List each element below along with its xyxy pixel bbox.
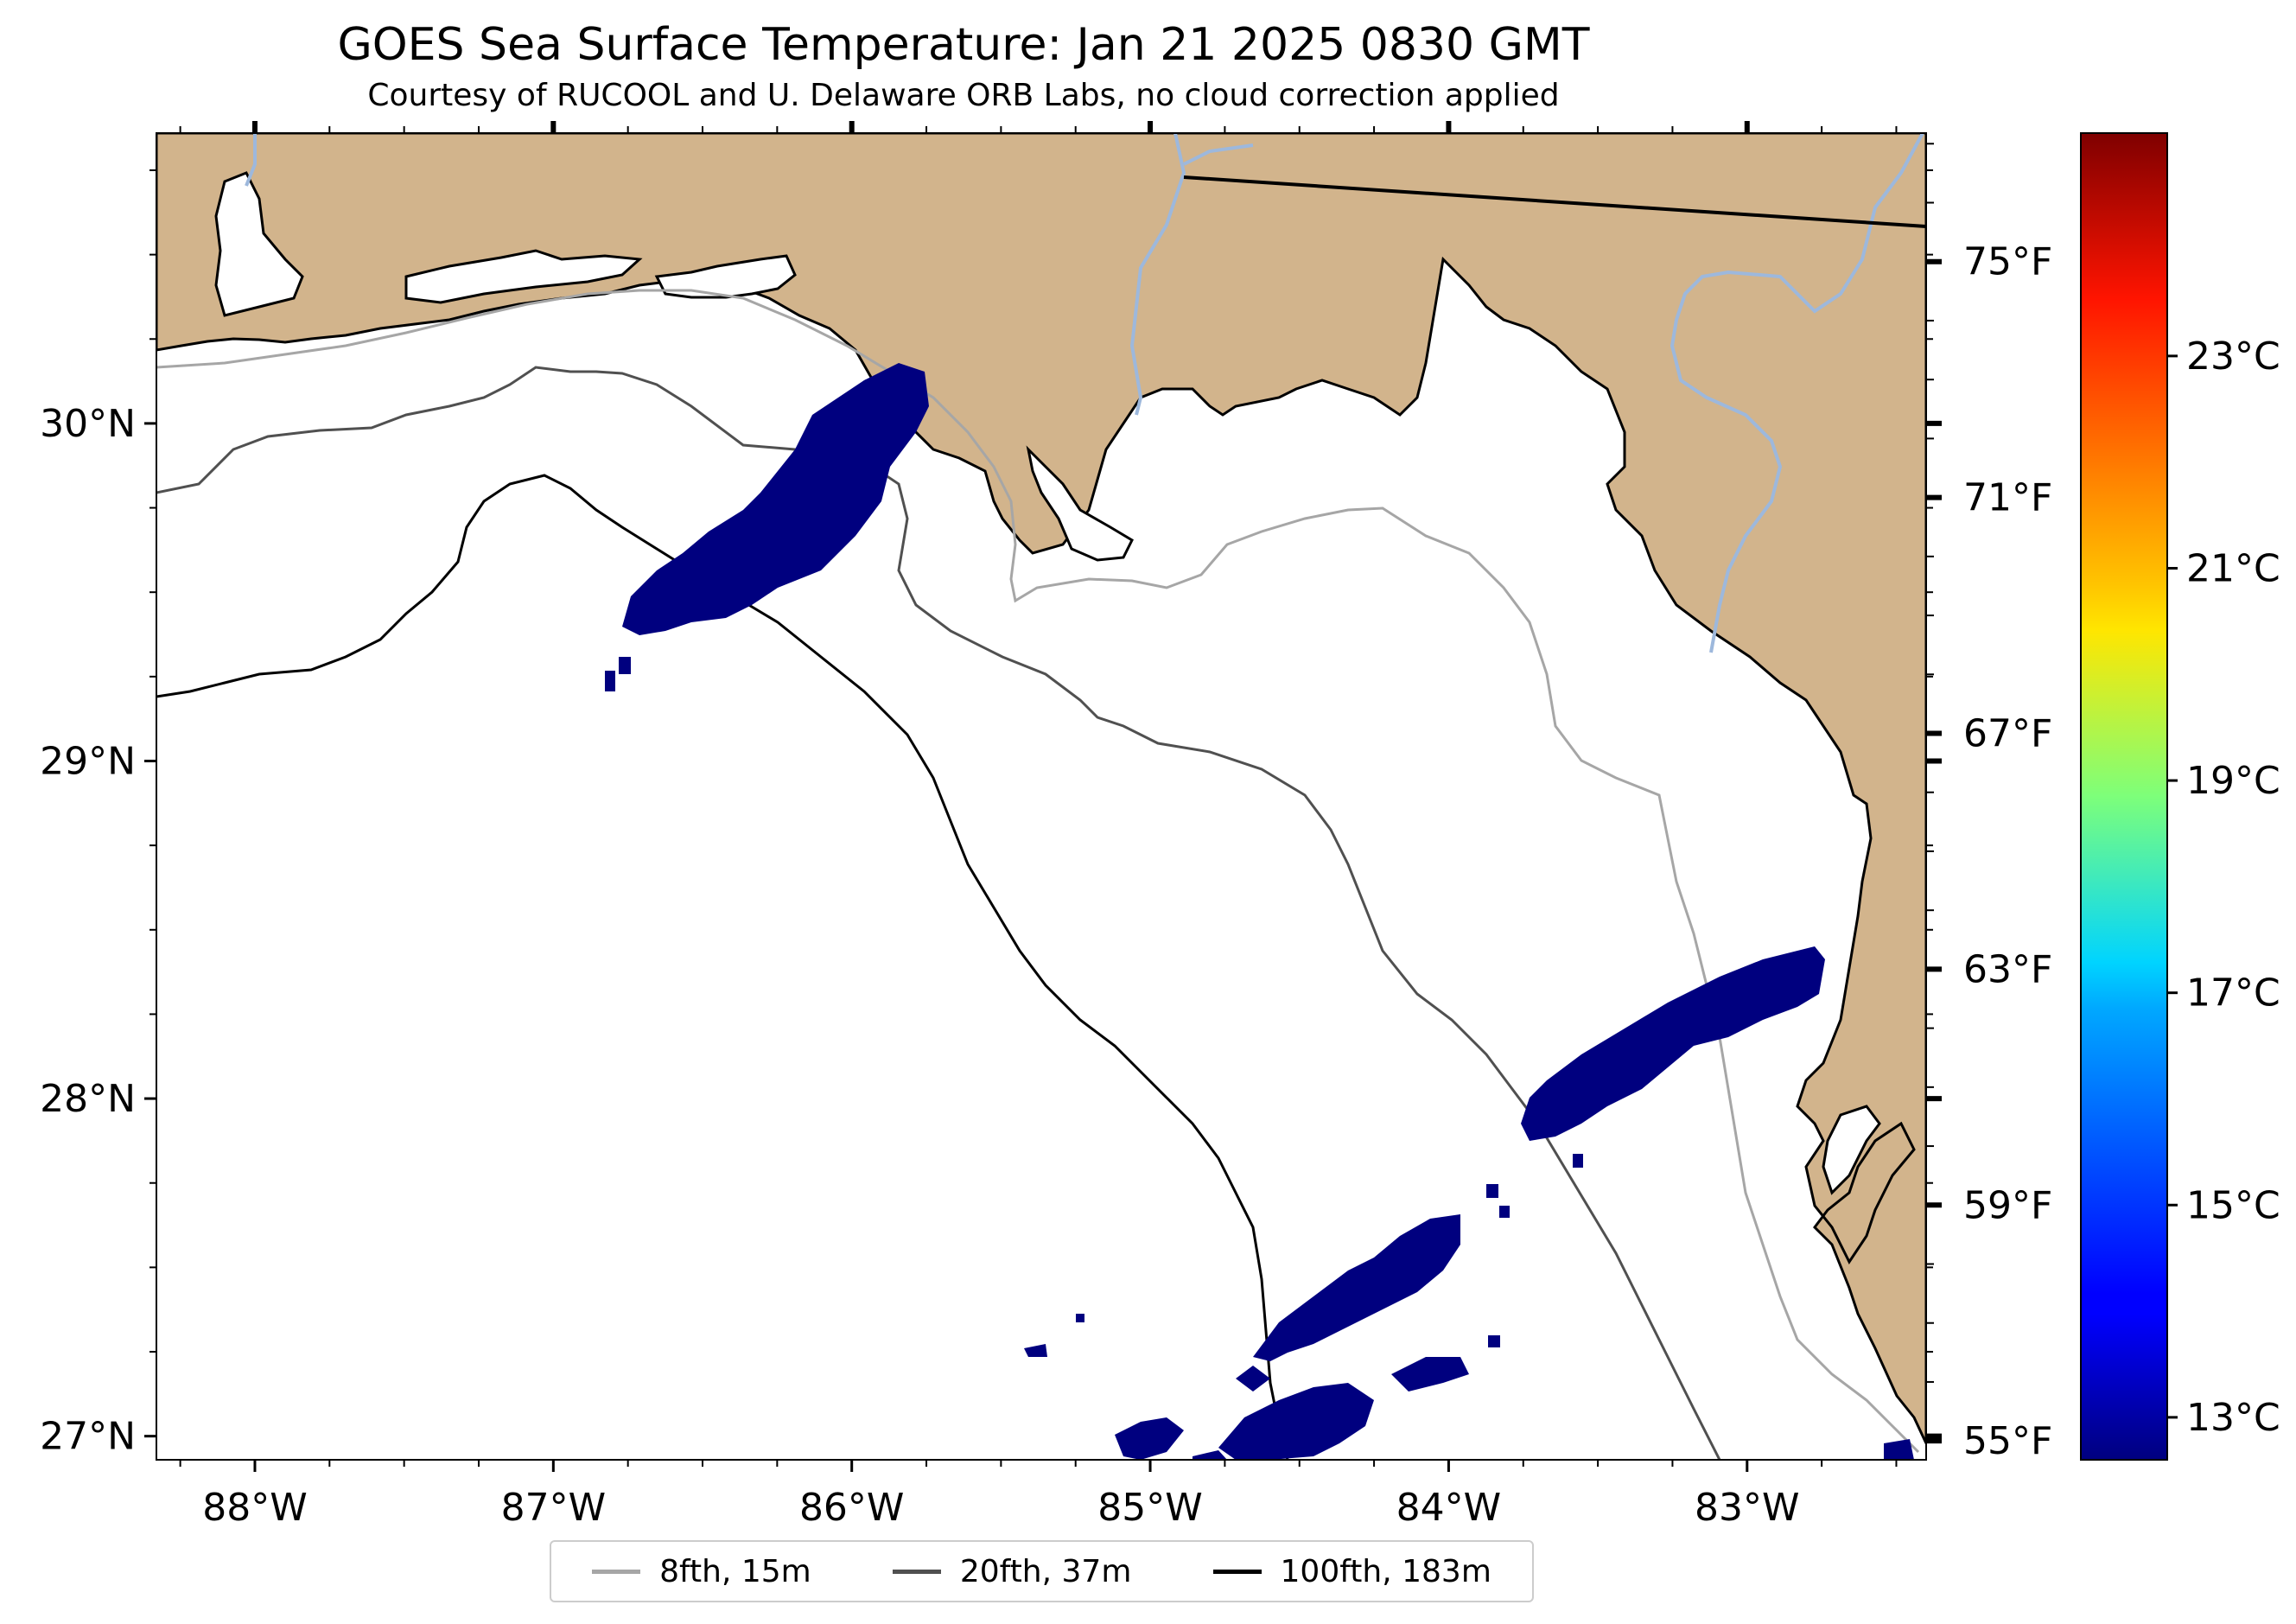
legend-label: 8fth, 15m (659, 1553, 811, 1589)
x-tick-label: 85°W (1097, 1486, 1203, 1530)
legend-label: 100fth, 183m (1280, 1553, 1491, 1589)
map-subtitle: Courtesy of RUCOOL and U. Delaware ORB L… (367, 78, 1560, 113)
fahrenheit-label: 55°F (1963, 1419, 2052, 1463)
map-frame (156, 132, 1927, 1461)
y-tick-label: 29°N (40, 739, 136, 783)
celsius-label: 19°C (2186, 759, 2280, 803)
fahrenheit-label: 67°F (1963, 712, 2052, 756)
isobath-100fth (156, 474, 1289, 1460)
colorbar-celsius-labels: 23°C 21°C 19°C 17°C 15°C 13°C (2167, 334, 2280, 1440)
state-border (1183, 175, 1926, 228)
y-tick-label: 28°N (40, 1077, 136, 1121)
legend-item-8fth: 8fth, 15m (592, 1554, 811, 1589)
x-tick-label: 88°W (202, 1486, 308, 1530)
celsius-label: 13°C (2186, 1396, 2280, 1440)
isobath-legend: 8fth, 15m 20fth, 37m 100fth, 183m (550, 1540, 1534, 1602)
celsius-label: 15°C (2186, 1183, 2280, 1227)
legend-item-20fth: 20fth, 37m (892, 1553, 1132, 1589)
fahrenheit-label: 59°F (1963, 1183, 2052, 1227)
isobath-20fth (156, 366, 1721, 1460)
tampa-bay (1822, 1105, 1881, 1195)
fahrenheit-label: 75°F (1963, 240, 2052, 284)
colorbar-fahrenheit-labels: 75°F 71°F 67°F 63°F 59°F 55°F (1926, 143, 2052, 1463)
y-tick-label: 30°N (40, 402, 136, 446)
apalachicola-bay (1026, 445, 1134, 562)
celsius-label: 17°C (2186, 971, 2280, 1016)
map-title: GOES Sea Surface Temperature: Jan 21 202… (337, 19, 1590, 71)
choctawhatchee-bay (404, 249, 643, 304)
fahrenheit-label: 63°F (1963, 947, 2052, 991)
y-tick-label: 27°N (40, 1415, 136, 1459)
legend-swatch (592, 1569, 641, 1574)
map-plot-area (156, 133, 1926, 1460)
legend-label: 20fth, 37m (959, 1553, 1132, 1589)
isobath-8fth (156, 289, 1920, 1454)
celsius-label: 21°C (2186, 546, 2280, 590)
st-andrew-bay (654, 254, 797, 299)
legend-item-100fth: 100fth, 183m (1212, 1553, 1491, 1589)
legend-swatch (892, 1569, 941, 1574)
x-tick-label: 84°W (1396, 1486, 1502, 1530)
y-axis-ticks: 30°N 29°N 28°N 27°N (40, 169, 1942, 1459)
x-tick-label: 86°W (799, 1486, 905, 1530)
pensacola-bay (214, 171, 304, 317)
x-tick-label: 87°W (501, 1486, 607, 1530)
x-tick-label: 83°W (1695, 1486, 1800, 1530)
sst-patches (605, 363, 1914, 1460)
colorbar (2080, 132, 2168, 1461)
x-axis-ticks: 88°W 87°W 86°W 85°W 84°W 83°W (179, 121, 1898, 1530)
celsius-label: 23°C (2186, 334, 2280, 379)
legend-swatch (1212, 1569, 1262, 1574)
fahrenheit-label: 71°F (1963, 476, 2052, 520)
